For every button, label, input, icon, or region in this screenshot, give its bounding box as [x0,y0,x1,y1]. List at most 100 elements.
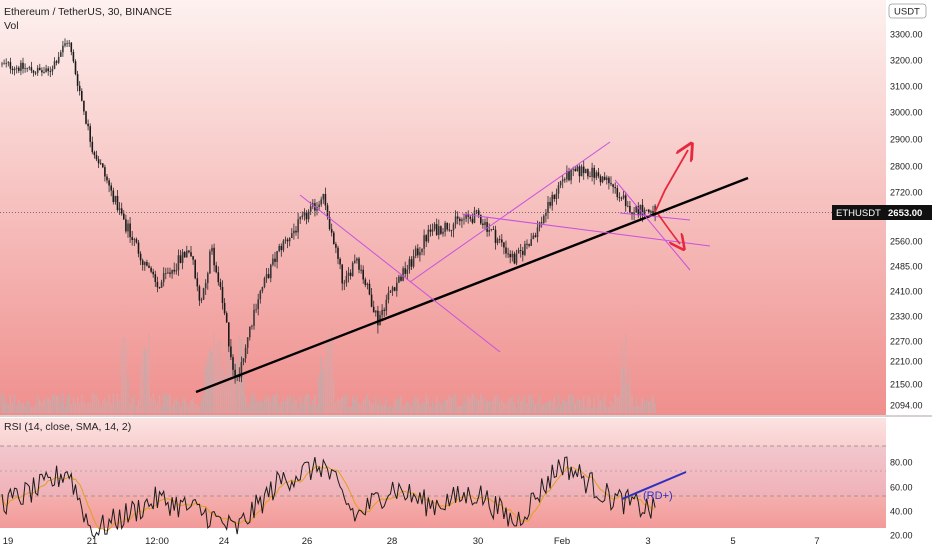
volume-bar [475,397,478,413]
candle-body [89,126,91,142]
volume-bar [36,395,39,413]
candle-body [291,233,293,238]
candle-body [97,159,100,164]
candle-body [402,268,404,281]
volume-bar [618,396,621,413]
candle-body [335,244,337,248]
volume-bar [351,395,354,413]
volume-bar [251,393,253,413]
time-axis[interactable]: 19 21 12:00 24 26 28 30 Feb 3 5 7 [3,536,820,547]
bearish-projection-arrow[interactable] [657,213,680,244]
volume-bar [372,402,375,413]
falling-resistance-line[interactable] [299,194,501,353]
candle-body [232,357,234,370]
pennant-upper-line[interactable] [614,179,691,271]
volume-bar [423,402,425,413]
volume-bar [89,402,91,413]
volume-bar [97,399,100,413]
candle-body [32,70,35,73]
candle-body [249,326,251,338]
volume-bar [608,406,610,413]
volume-bar [139,364,142,413]
candle-body [129,223,131,238]
volume-bar [154,399,157,413]
candle-body [456,216,459,219]
volume-bar [654,402,656,413]
candle-body [507,253,509,255]
channel-upper-line[interactable] [409,141,611,283]
volume-bar [400,395,402,413]
candle-body [339,258,341,265]
candle-body [70,42,73,52]
candle-body [213,247,215,266]
volume-bar [267,397,270,413]
volume-bar [301,402,304,413]
volume-bar [517,395,520,413]
volume-bar [85,405,87,413]
volume-bar [41,402,43,413]
rsi-divergence-line[interactable] [621,471,687,500]
price-axis-tick: 3300.00 [890,30,923,40]
candle-body [345,275,348,283]
pennant-lower-line[interactable] [619,212,691,221]
rsi-axis[interactable]: 80.00 60.00 40.00 20.00 [890,458,913,541]
volume-bar [511,396,514,413]
candle-body [603,176,606,180]
candle-body [448,229,451,231]
ascending-trendline[interactable] [195,176,749,394]
volume-bar [211,351,213,413]
candle-body [328,217,331,230]
candle-body [125,219,127,232]
candle-body [440,226,442,234]
volume-bar [196,403,199,413]
candle-body [643,210,646,216]
candle-body [616,188,619,198]
candle-body [131,237,133,240]
volume-bar [15,404,18,413]
volume-bar [278,404,280,413]
candle-body [242,358,245,363]
volume-bar [165,393,167,413]
candle-body [66,43,68,45]
candle-body [169,272,171,274]
volume-bar [312,400,314,413]
channel-lower-line[interactable] [461,213,711,247]
volume-bar [444,398,446,413]
candle-body [631,212,633,215]
candle-body [419,251,421,256]
price-axis-tick: 2210.00 [890,357,923,367]
volume-bar [186,403,188,413]
volume-bar [78,402,81,413]
volume-bar [398,396,400,413]
bullish-projection-arrow[interactable] [654,150,688,213]
currency-button[interactable]: USDT [888,3,927,19]
volume-bar [156,402,159,413]
candle-body [47,68,49,72]
candle-body [354,260,356,263]
drawing-tools[interactable] [195,141,749,394]
candle-body [564,179,566,181]
candle-body [446,222,448,230]
price-axis-tick: 2150.00 [890,380,923,390]
volume-bar [595,406,598,413]
candle-body [465,214,467,219]
candle-body [612,184,614,188]
volume-bar [566,400,568,413]
candle-body [15,67,18,69]
price-axis-tick: 2330.00 [890,312,923,322]
candle-body [104,167,106,177]
candle-body [326,205,329,218]
volume-bar [286,396,289,413]
candle-body [274,258,276,262]
candle-body [186,250,188,258]
candle-body [385,299,388,311]
rsi-pane-background [0,418,886,528]
candle-body [173,269,175,272]
volume-bar [486,400,488,413]
candle-body [557,185,560,194]
candle-body [267,274,270,279]
volume-bar [217,340,220,413]
price-badge [886,205,932,220]
candle-body [280,245,283,251]
candle-body [410,259,413,267]
